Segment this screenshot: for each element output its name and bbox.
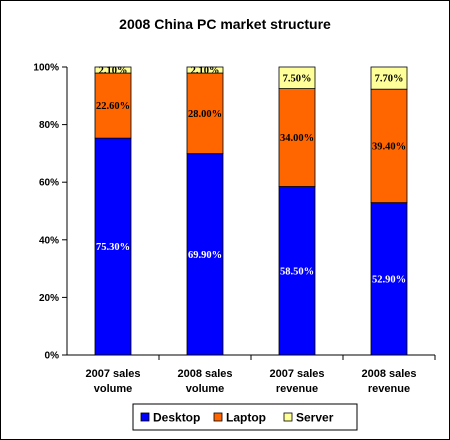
bar-desktop [186, 153, 224, 356]
data-label-laptop: 39.40% [372, 141, 406, 152]
bar-server [370, 66, 408, 90]
bar-desktop [278, 186, 316, 356]
bar-server [186, 66, 224, 74]
bar-server [278, 66, 316, 90]
y-tick-label: 100% [33, 63, 59, 74]
data-label-server: 7.50% [283, 73, 312, 84]
bar-laptop [186, 72, 224, 155]
data-label-server: 2.10% [191, 66, 220, 77]
y-tick-label: 20% [39, 293, 59, 304]
legend-swatch-server [283, 412, 293, 422]
data-label-server: 7.70% [375, 74, 404, 85]
data-label-desktop: 52.90% [372, 274, 406, 285]
x-category-label: 2007 sales [85, 368, 140, 380]
legend-swatch-desktop [140, 412, 150, 422]
legend-label-desktop: Desktop [153, 411, 200, 425]
legend-label-laptop: Laptop [226, 411, 266, 425]
x-category-label: revenue [368, 383, 410, 395]
data-label-server: 2.10% [99, 66, 128, 77]
bar-server [94, 66, 132, 74]
y-tick-label: 40% [39, 235, 59, 246]
x-category-label: volume [94, 383, 133, 395]
y-tick-label: 60% [39, 178, 59, 189]
y-tick-label: 80% [39, 120, 59, 131]
x-category-label: 2008 sales [361, 368, 416, 380]
data-label-laptop: 34.00% [280, 133, 314, 144]
bar-desktop [370, 202, 408, 356]
x-category-label: 2008 sales [177, 368, 232, 380]
chart-title: 2008 China PC market structure [119, 16, 331, 32]
bar-laptop [94, 72, 132, 139]
data-label-laptop: 28.00% [188, 109, 222, 120]
legend-box [132, 403, 358, 431]
data-label-desktop: 69.90% [188, 250, 222, 261]
legend-swatch-laptop [213, 412, 223, 422]
bar-desktop [94, 137, 132, 356]
data-label-laptop: 22.60% [96, 101, 130, 112]
data-label-desktop: 75.30% [96, 242, 130, 253]
x-category-label: volume [186, 383, 225, 395]
bar-laptop [370, 88, 408, 204]
x-category-label: revenue [276, 383, 318, 395]
y-tick-label: 0% [45, 351, 60, 362]
legend-label-server: Server [296, 411, 334, 425]
x-category-label: 2007 sales [269, 368, 324, 380]
data-label-desktop: 58.50% [280, 266, 314, 277]
